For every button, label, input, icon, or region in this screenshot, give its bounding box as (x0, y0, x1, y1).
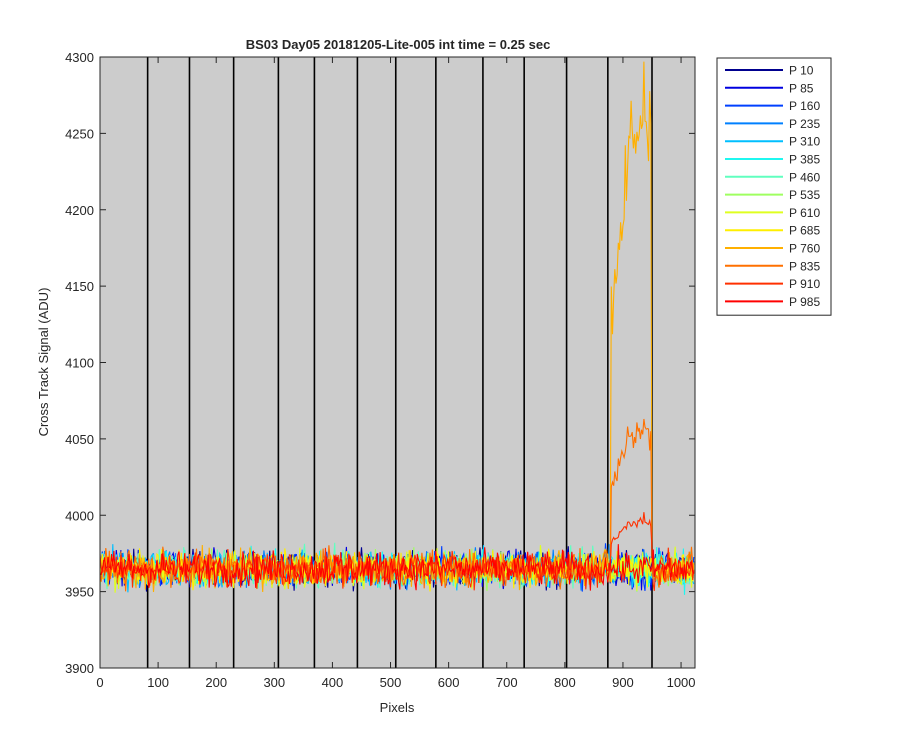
legend-label-7: P 535 (789, 188, 820, 202)
legend: P 10 P 85 P 160 P 235 P 310 P 385 P 460 P 535 P … (716, 57, 832, 316)
x-axis: 0 100 200 300 400 500 600 700 800 900 1000 (96, 57, 696, 690)
series-line-p985 (99, 544, 695, 591)
x-tick-label-1000: 1000 (667, 675, 696, 690)
legend-label-0: P 10 (789, 64, 814, 78)
y-tick-label-4200: 4200 (65, 203, 94, 218)
legend-label-12: P 910 (789, 277, 820, 291)
x-tick-label-500: 500 (380, 675, 402, 690)
legend-label-8: P 610 (789, 206, 820, 220)
x-tick-label-0: 0 (96, 675, 103, 690)
series-layer (99, 61, 695, 595)
y-axis-label: Cross Track Signal (ADU) (36, 288, 51, 437)
y-tick-label-4050: 4050 (65, 432, 94, 447)
x-tick-label-400: 400 (322, 675, 344, 690)
legend-label-6: P 460 (789, 170, 820, 184)
x-axis-label: Pixels (380, 700, 415, 715)
y-tick-label-3900: 3900 (65, 661, 94, 676)
legend-label-5: P 385 (789, 153, 820, 167)
legend-label-3: P 235 (789, 117, 820, 131)
legend-label-13: P 985 (789, 295, 820, 309)
y-tick-label-4300: 4300 (65, 50, 94, 65)
y-tick-label-3950: 3950 (65, 585, 94, 600)
y-tick-label-4250: 4250 (65, 126, 94, 141)
legend-box (716, 57, 832, 316)
x-tick-label-900: 900 (612, 675, 634, 690)
legend-label-10: P 760 (789, 242, 820, 256)
x-tick-label-700: 700 (496, 675, 518, 690)
x-tick-label-100: 100 (147, 675, 169, 690)
y-tick-label-4100: 4100 (65, 356, 94, 371)
y-axis: 3900 3950 4000 4050 4100 4150 4200 4250 4300 (65, 50, 695, 676)
legend-label-4: P 310 (789, 135, 820, 149)
legend-label-2: P 160 (789, 99, 820, 113)
y-tick-label-4000: 4000 (65, 508, 94, 523)
x-tick-label-300: 300 (263, 675, 285, 690)
x-tick-label-800: 800 (554, 675, 576, 690)
chart-title: BS03 Day05 20181205-Lite-005 int time = … (246, 37, 551, 52)
y-tick-label-4150: 4150 (65, 279, 94, 294)
x-tick-label-600: 600 (438, 675, 460, 690)
x-tick-label-200: 200 (205, 675, 227, 690)
legend-label-1: P 85 (789, 81, 814, 95)
legend-label-9: P 685 (789, 224, 820, 238)
legend-label-11: P 835 (789, 259, 820, 273)
